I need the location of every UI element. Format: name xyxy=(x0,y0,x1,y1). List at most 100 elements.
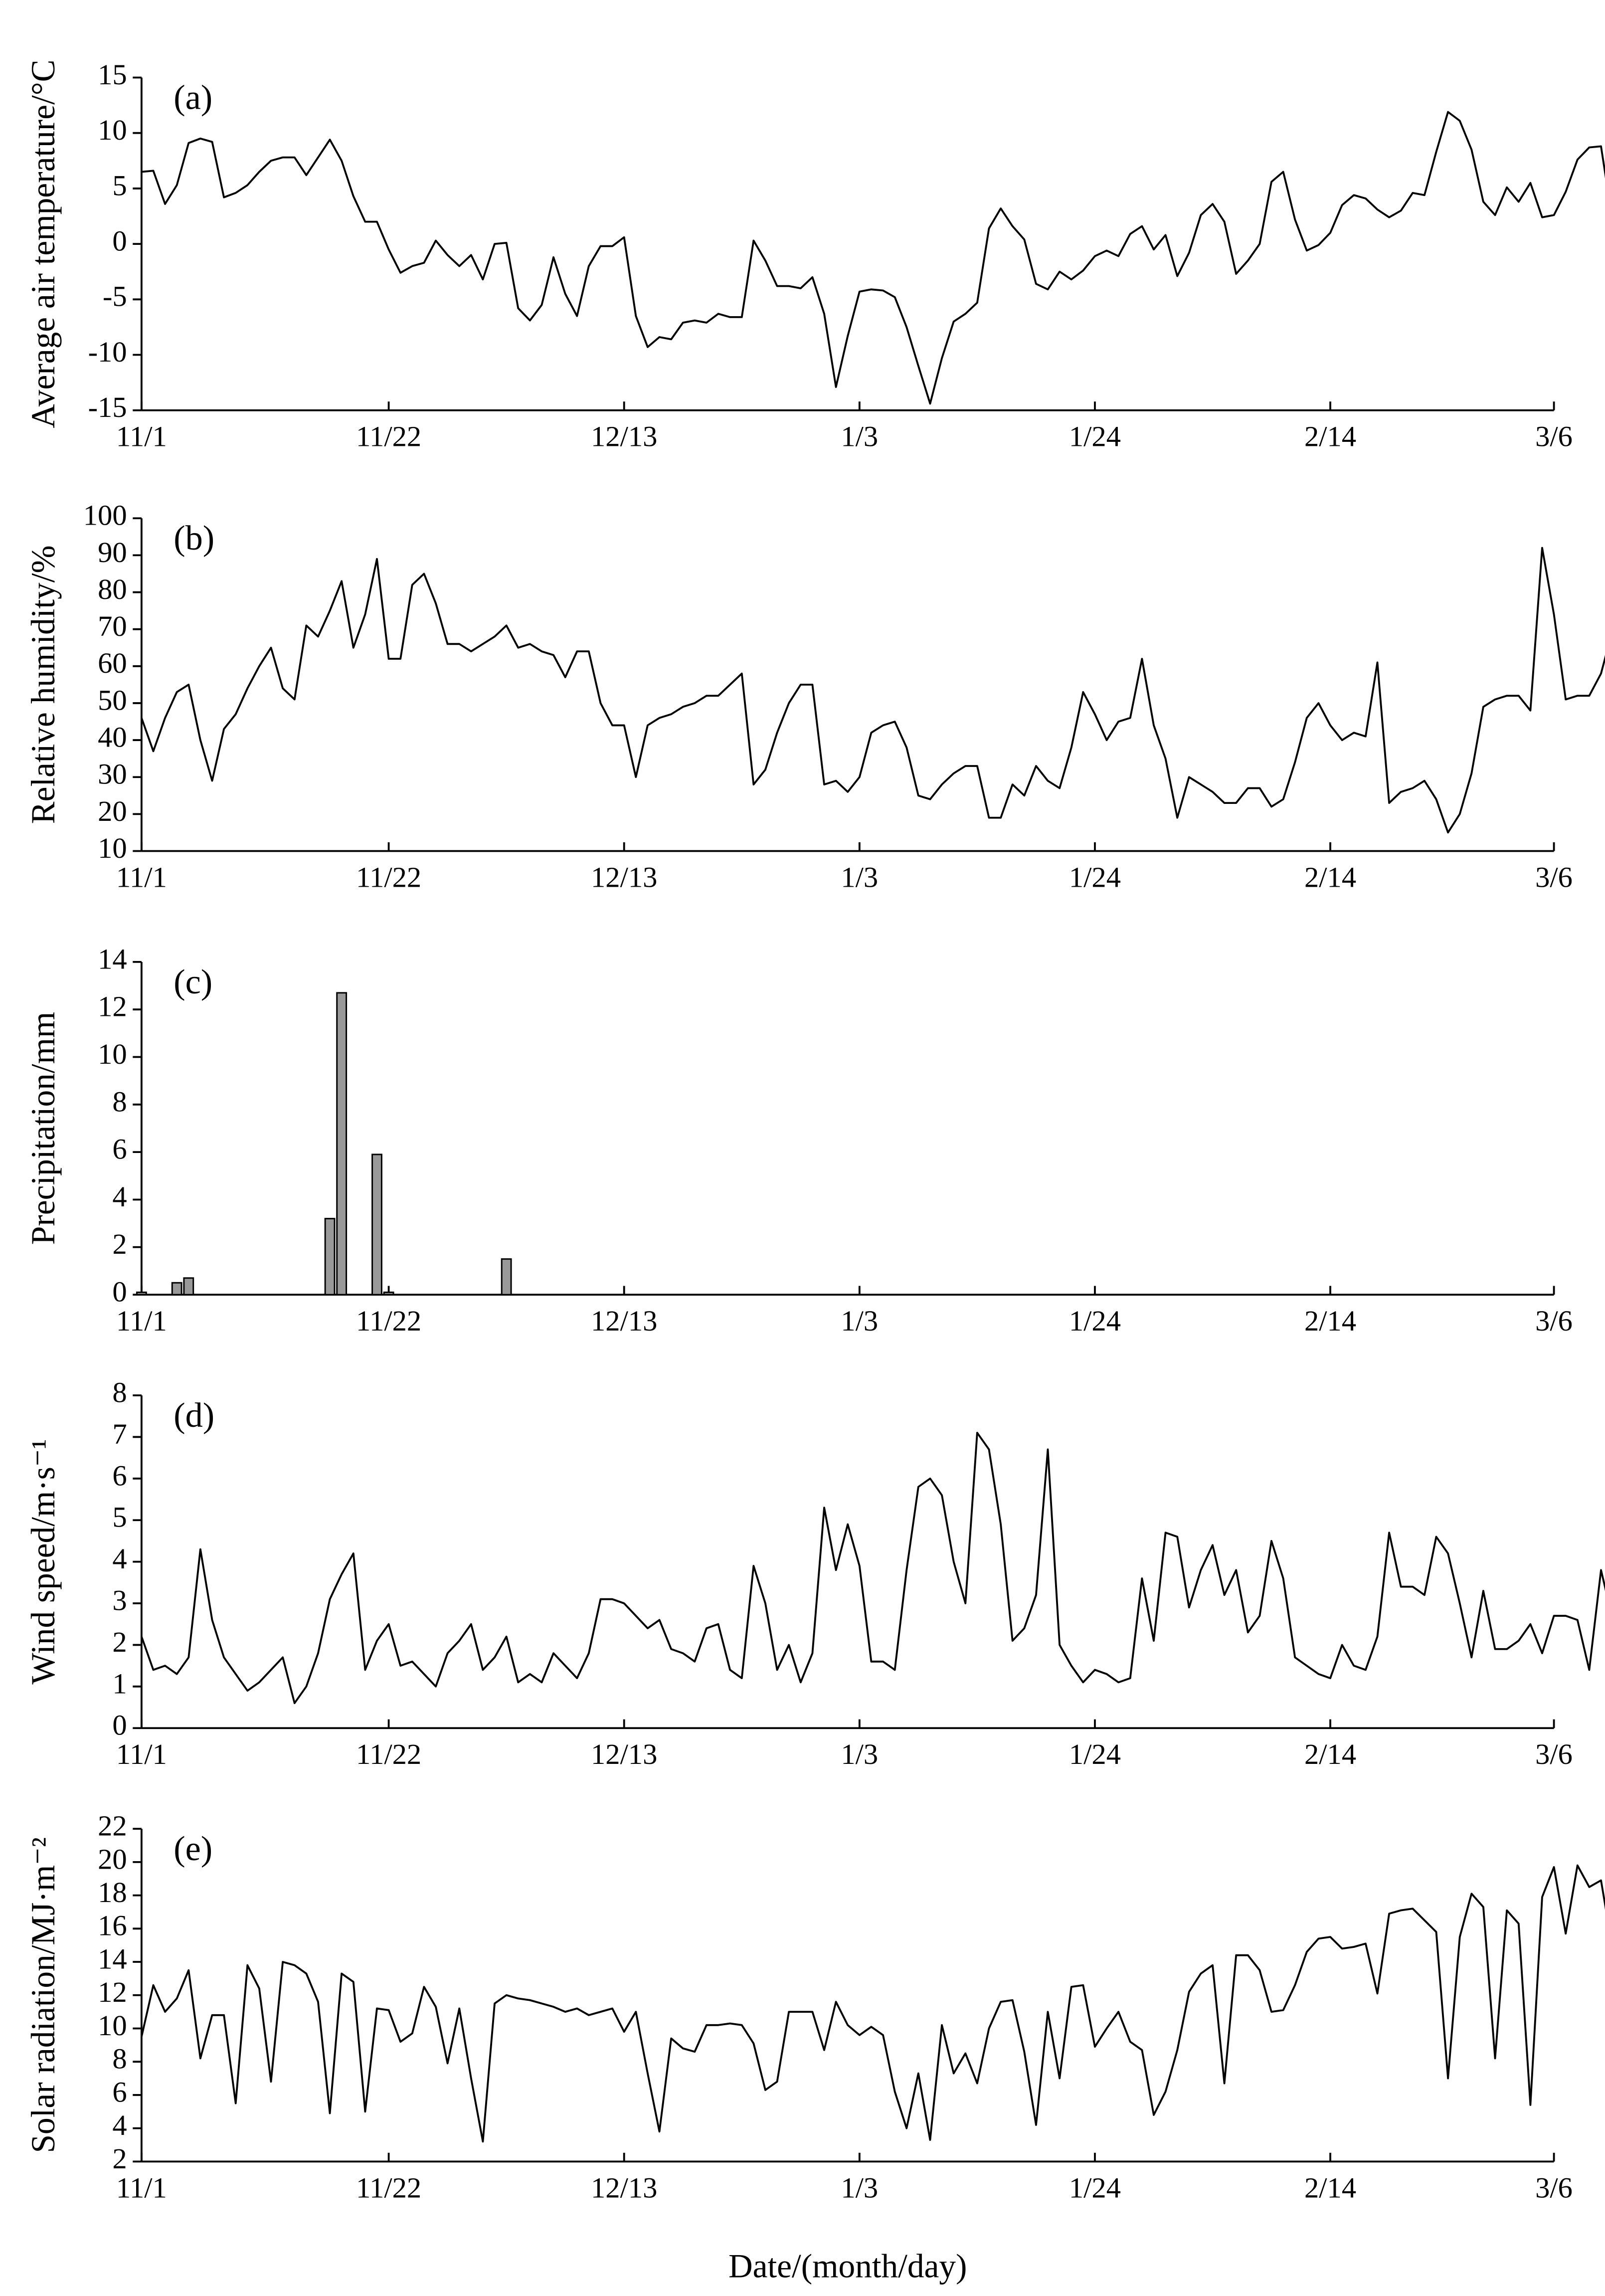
bar xyxy=(501,1258,512,1296)
y-axis-label: Relative humidity/% xyxy=(24,545,62,824)
x-tick-label: 11/22 xyxy=(356,1305,421,1337)
bar xyxy=(336,992,348,1296)
y-tick-label: 60 xyxy=(98,647,127,679)
x-tick-label: 1/24 xyxy=(1069,1305,1121,1337)
x-tick-label: 11/1 xyxy=(116,1305,167,1337)
x-tick-label: 2/14 xyxy=(1304,1738,1356,1770)
y-tick-label: 40 xyxy=(98,721,127,754)
x-tick-label: 2/14 xyxy=(1304,2171,1356,2204)
y-tick-label: 30 xyxy=(98,758,127,790)
data-line xyxy=(141,547,1605,834)
y-tick-label: 0 xyxy=(112,1709,127,1741)
x-tick-label: 11/1 xyxy=(116,420,167,453)
y-tick-label: 7 xyxy=(112,1418,127,1450)
x-tick-label: 12/13 xyxy=(591,420,657,453)
y-tick-label: 14 xyxy=(98,1942,127,1975)
x-tick-label: 2/14 xyxy=(1304,420,1356,453)
x-tick-label: 1/24 xyxy=(1069,420,1121,453)
x-tick-label: 1/3 xyxy=(841,420,878,453)
y-tick-label: 3 xyxy=(112,1584,127,1616)
y-tick-label: 12 xyxy=(98,1976,127,2008)
bar xyxy=(136,1291,147,1296)
x-tick-label: 12/13 xyxy=(591,861,657,893)
y-tick-label: -10 xyxy=(88,336,127,368)
x-tick-label: 1/24 xyxy=(1069,1738,1121,1770)
x-tick-label: 3/6 xyxy=(1535,420,1573,453)
y-tick-label: 18 xyxy=(98,1876,127,1909)
y-tick-label: 1 xyxy=(112,1667,127,1700)
x-tick-label: 2/14 xyxy=(1304,1305,1356,1337)
x-tick-label: 1/3 xyxy=(841,861,878,893)
y-tick-label: 2 xyxy=(112,2142,127,2175)
y-tick-label: 5 xyxy=(112,169,127,201)
y-tick-label: 8 xyxy=(112,1085,127,1118)
y-tick-label: 6 xyxy=(112,1133,127,1165)
y-tick-label: -5 xyxy=(103,280,127,313)
y-tick-label: 10 xyxy=(98,114,127,146)
x-tick-label: 11/1 xyxy=(116,1738,167,1770)
y-tick-label: 10 xyxy=(98,1038,127,1070)
y-tick-label: 22 xyxy=(98,1810,127,1842)
y-tick-label: 50 xyxy=(98,684,127,716)
x-tick-label: 1/24 xyxy=(1069,861,1121,893)
y-tick-label: 4 xyxy=(112,1542,127,1575)
y-tick-label: 15 xyxy=(98,58,127,91)
y-tick-label: 90 xyxy=(98,536,127,569)
y-tick-label: 12 xyxy=(98,990,127,1023)
x-tick-label: 11/22 xyxy=(356,861,421,893)
y-tick-label: 100 xyxy=(83,499,127,532)
y-axis-label: Wind speed/m·s⁻¹ xyxy=(24,1439,62,1685)
y-tick-label: 20 xyxy=(98,795,127,827)
y-tick-label: 10 xyxy=(98,2009,127,2042)
data-line xyxy=(141,1432,1605,1705)
y-tick-label: 5 xyxy=(112,1501,127,1533)
y-tick-label: 6 xyxy=(112,2076,127,2108)
y-tick-label: 4 xyxy=(112,2109,127,2141)
y-tick-label: 0 xyxy=(112,1276,127,1308)
x-tick-label: 1/3 xyxy=(841,1305,878,1337)
bar xyxy=(371,1153,382,1296)
x-tick-label: 12/13 xyxy=(591,1305,657,1337)
x-tick-label: 3/6 xyxy=(1535,861,1573,893)
x-tick-label: 2/14 xyxy=(1304,861,1356,893)
y-tick-label: 10 xyxy=(98,832,127,864)
x-axis-label: Date/(month/day) xyxy=(728,2247,967,2285)
x-tick-label: 11/22 xyxy=(356,420,421,453)
y-tick-label: 20 xyxy=(98,1843,127,1875)
y-tick-label: 2 xyxy=(112,1626,127,1658)
x-tick-label: 11/22 xyxy=(356,1738,421,1770)
y-tick-label: 0 xyxy=(112,225,127,257)
bar xyxy=(171,1282,182,1296)
y-tick-label: 16 xyxy=(98,1910,127,1942)
x-tick-label: 11/1 xyxy=(116,2171,167,2204)
panel-label: (c) xyxy=(174,962,212,1001)
y-tick-label: 8 xyxy=(112,1376,127,1408)
data-line xyxy=(141,111,1605,405)
x-tick-label: 11/1 xyxy=(116,861,167,893)
y-tick-label: 4 xyxy=(112,1180,127,1213)
x-tick-label: 3/6 xyxy=(1535,2171,1573,2204)
x-tick-label: 12/13 xyxy=(591,1738,657,1770)
y-tick-label: 2 xyxy=(112,1228,127,1260)
x-tick-label: 3/6 xyxy=(1535,1738,1573,1770)
y-axis-label: Solar radiation/MJ·m⁻² xyxy=(24,1837,62,2153)
panel-label: (d) xyxy=(174,1396,214,1435)
x-tick-label: 3/6 xyxy=(1535,1305,1573,1337)
x-tick-label: 1/3 xyxy=(841,1738,878,1770)
panel-label: (e) xyxy=(174,1829,212,1868)
x-tick-label: 1/24 xyxy=(1069,2171,1121,2204)
x-tick-label: 1/3 xyxy=(841,2171,878,2204)
y-tick-label: 70 xyxy=(98,610,127,642)
data-line xyxy=(141,1864,1605,2143)
bar xyxy=(183,1277,194,1296)
y-axis-label: Precipitation/mm xyxy=(24,1012,62,1245)
panel-label: (a) xyxy=(174,78,212,117)
x-tick-label: 12/13 xyxy=(591,2171,657,2204)
panel-label: (b) xyxy=(174,519,214,558)
y-axis-label: Average air temperature/°C xyxy=(24,59,62,428)
y-tick-label: -15 xyxy=(88,391,127,423)
y-tick-label: 8 xyxy=(112,2043,127,2075)
bar xyxy=(324,1218,336,1296)
